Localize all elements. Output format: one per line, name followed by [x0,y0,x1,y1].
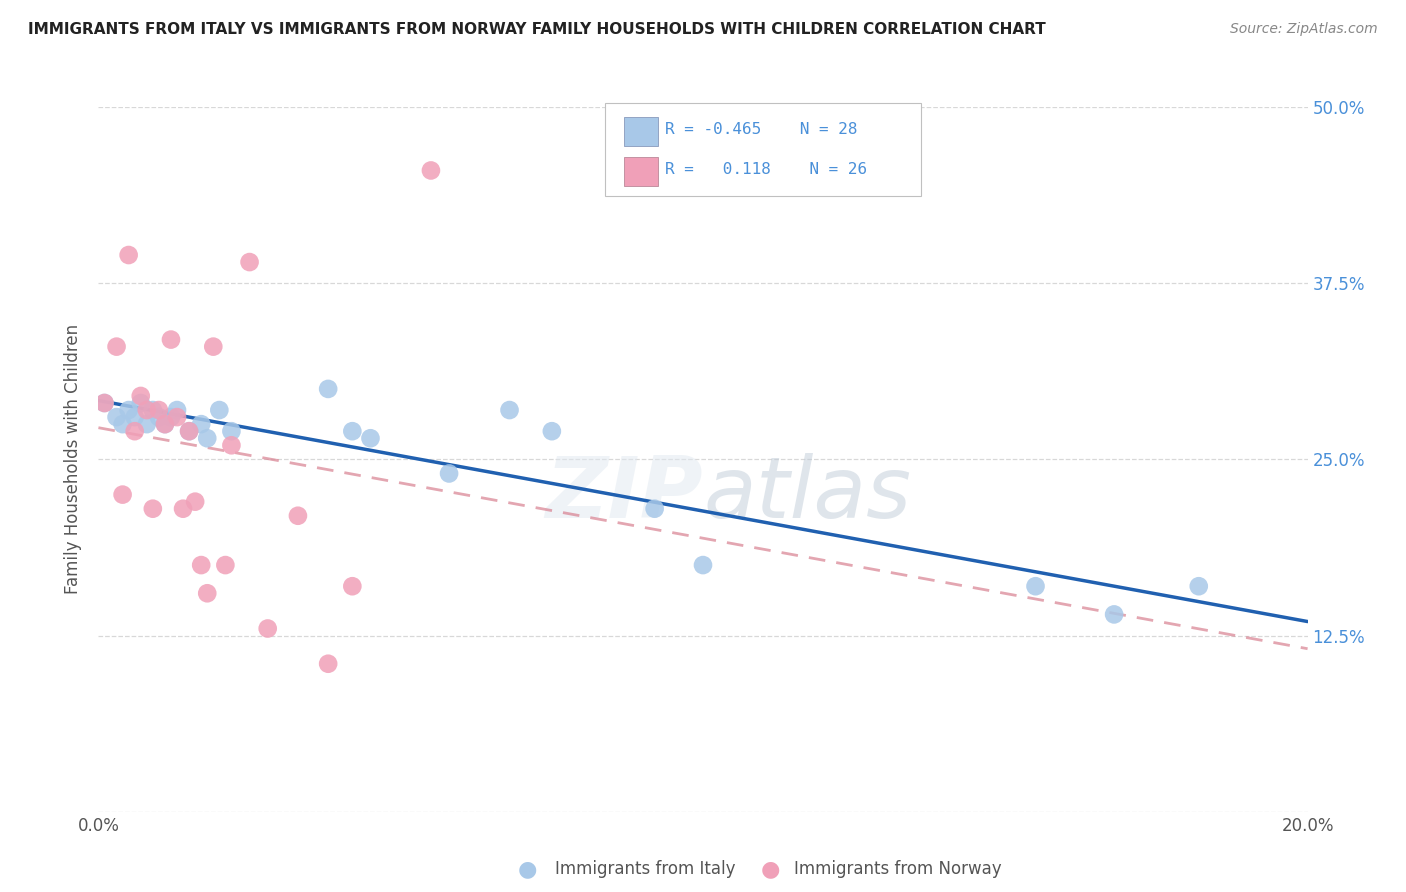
Point [342,579,364,593]
Point [142,403,165,417]
Point [360,431,382,445]
Point [692,558,714,573]
Point [208,403,231,417]
Point [498,403,520,417]
Point [190,417,212,431]
Point [93,396,115,410]
Text: IMMIGRANTS FROM ITALY VS IMMIGRANTS FROM NORWAY FAMILY HOUSEHOLDS WITH CHILDREN : IMMIGRANTS FROM ITALY VS IMMIGRANTS FROM… [28,22,1046,37]
Point [111,487,134,501]
Text: R = -0.465    N = 28: R = -0.465 N = 28 [665,122,858,137]
Point [437,467,460,481]
Point [190,558,212,573]
Point [129,389,152,403]
Point [540,424,562,438]
Point [93,396,115,410]
Text: atlas: atlas [703,453,911,536]
Point [129,396,152,410]
Point [105,410,128,425]
Point [179,424,201,438]
Point [179,424,201,438]
Point [135,417,157,431]
Point [148,410,170,425]
Point [287,508,309,523]
Text: ZIP: ZIP [546,453,703,536]
Point [221,424,243,438]
Point [1024,579,1046,593]
Point [1102,607,1125,622]
Point [153,417,176,431]
Text: Source: ZipAtlas.com: Source: ZipAtlas.com [1230,22,1378,37]
Point [105,340,128,354]
Point [172,501,194,516]
Y-axis label: Family Households with Children: Family Households with Children [65,325,83,594]
Point [202,340,225,354]
Text: Immigrants from Italy: Immigrants from Italy [555,860,735,878]
Point [214,558,236,573]
Point [142,501,165,516]
Point [124,424,146,438]
Text: ●: ● [761,859,780,879]
Point [316,382,339,396]
Point [256,622,278,636]
Point [111,417,134,431]
Point [342,424,364,438]
Point [316,657,339,671]
Point [160,333,183,347]
Point [420,163,443,178]
Text: R =   0.118    N = 26: R = 0.118 N = 26 [665,162,868,177]
Point [124,410,146,425]
Point [135,403,157,417]
Point [195,431,218,445]
Point [195,586,218,600]
Point [184,494,207,508]
Point [1188,579,1211,593]
Point [148,403,170,417]
Text: ●: ● [517,859,537,879]
Point [239,255,262,269]
Point [166,403,188,417]
Point [644,501,666,516]
Point [118,248,141,262]
Point [221,438,243,452]
Point [118,403,141,417]
Point [160,410,183,425]
Point [153,417,176,431]
Text: Immigrants from Norway: Immigrants from Norway [794,860,1002,878]
Point [166,410,188,425]
